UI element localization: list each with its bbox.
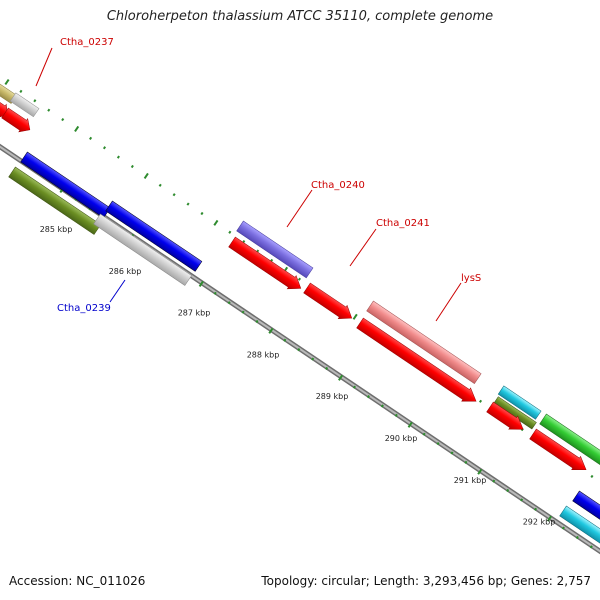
gene-label-lyss[interactable]: lysS <box>461 273 481 284</box>
minor-tick <box>297 277 301 281</box>
gene-feature-cyan[interactable] <box>497 385 542 420</box>
gene-features[interactable] <box>0 81 600 556</box>
axis-tick-label: 285 kbp <box>40 225 73 234</box>
minor-tick <box>200 211 204 216</box>
minor-tick <box>255 319 259 324</box>
gene-label-ctha-0241[interactable]: Ctha_0241 <box>376 218 430 229</box>
gene-feature-blue[interactable] <box>105 200 203 272</box>
minor-tick <box>422 432 426 436</box>
minor-tick <box>227 301 231 305</box>
gene-feature-red[interactable] <box>1 106 35 136</box>
gene-feature-red[interactable] <box>356 316 481 408</box>
gene-label-ctha-0240[interactable]: Ctha_0240 <box>311 180 365 191</box>
gene-feature-ctha-0241[interactable] <box>303 281 357 324</box>
gene-feature-olive[interactable] <box>493 396 537 430</box>
minor-tick <box>478 399 483 403</box>
minor-tick <box>561 526 565 530</box>
gene-feature-red[interactable] <box>0 100 12 121</box>
minor-tick <box>520 498 524 502</box>
minor-tick <box>492 479 496 483</box>
minor-tick <box>450 451 454 455</box>
gene-feature-red[interactable] <box>529 427 591 476</box>
gene-feature-ctha-0240[interactable] <box>236 220 314 279</box>
gene-feature-blue[interactable] <box>572 490 600 535</box>
minor-tick <box>366 395 370 399</box>
major-tick <box>477 468 483 475</box>
axis-tick-label: 289 kbp <box>316 392 349 401</box>
minor-tick <box>19 89 23 93</box>
gene-feature-olive[interactable] <box>8 166 102 235</box>
minor-tick <box>172 193 176 197</box>
gene-feature-red[interactable] <box>228 235 306 295</box>
axis-tick-labels: 285 kbp 286 kbp 287 kbp 288 kbp 289 kbp 290 k… <box>40 225 556 527</box>
minor-tick <box>533 507 538 511</box>
major-tick <box>546 515 552 522</box>
major-tick <box>338 374 344 381</box>
minor-tick <box>33 99 37 103</box>
minor-tick <box>589 545 593 549</box>
minor-tick <box>213 291 217 295</box>
genome-summary-text: Topology: circular; Length: 3,293,456 bp… <box>261 574 591 588</box>
accession-text: Accession: NC_011026 <box>9 574 146 588</box>
minor-tick <box>102 146 107 150</box>
minor-tick <box>47 108 51 112</box>
gene-feature-green[interactable] <box>539 413 600 470</box>
minor-tick <box>297 348 301 352</box>
axis-tick-label: 287 kbp <box>178 309 211 318</box>
axis-tick-label: 290 kbp <box>385 434 418 443</box>
minor-tick <box>186 202 190 206</box>
major-tick <box>143 172 149 179</box>
gene-label-ctha-0239[interactable]: Ctha_0239 <box>57 303 111 314</box>
minor-tick <box>116 155 120 159</box>
gene-feature-lyss[interactable] <box>366 300 482 384</box>
major-tick <box>407 421 413 428</box>
map-title: Chloroherpeton thalassium ATCC 35110, co… <box>106 9 494 24</box>
gene-feature-khaki[interactable] <box>0 81 18 104</box>
minor-tick <box>464 460 468 464</box>
gene-feature-ctha-0237[interactable] <box>9 92 40 118</box>
gene-feature-red[interactable] <box>486 400 528 436</box>
minor-tick <box>325 366 329 371</box>
gene-label-ctha-0237[interactable]: Ctha_0237 <box>60 37 114 48</box>
minor-tick <box>380 404 384 408</box>
axis-tick-label: 292 kbp <box>523 518 556 527</box>
major-tick <box>352 313 358 320</box>
major-tick <box>74 125 80 133</box>
major-tick <box>198 280 204 287</box>
minor-tick <box>311 357 315 361</box>
axis-tick-label: 291 kbp <box>454 476 487 485</box>
axis-tick-label: 286 kbp <box>109 267 142 276</box>
minor-tick <box>228 230 232 234</box>
minor-tick <box>158 183 162 187</box>
minor-tick <box>89 136 93 140</box>
minor-tick <box>590 474 594 479</box>
minor-tick <box>241 310 245 314</box>
label-leader-lines <box>35 47 462 322</box>
minor-tick <box>352 385 356 389</box>
minor-tick <box>436 441 440 446</box>
minor-tick <box>61 117 65 122</box>
major-tick <box>213 219 219 226</box>
gene-feature-cyan[interactable] <box>559 505 600 556</box>
minor-tick <box>130 164 134 169</box>
major-tick <box>4 78 10 86</box>
gene-feature-ctha-0239[interactable] <box>93 213 192 286</box>
major-tick <box>268 327 274 334</box>
gene-labels: Ctha_0237 Ctha_0239 Ctha_0240 Ctha_0241 … <box>57 37 481 314</box>
minor-tick <box>575 535 579 540</box>
axis-tick-label: 288 kbp <box>247 350 280 359</box>
minor-tick <box>283 338 287 342</box>
minor-tick <box>506 488 510 493</box>
minor-tick <box>394 413 398 417</box>
